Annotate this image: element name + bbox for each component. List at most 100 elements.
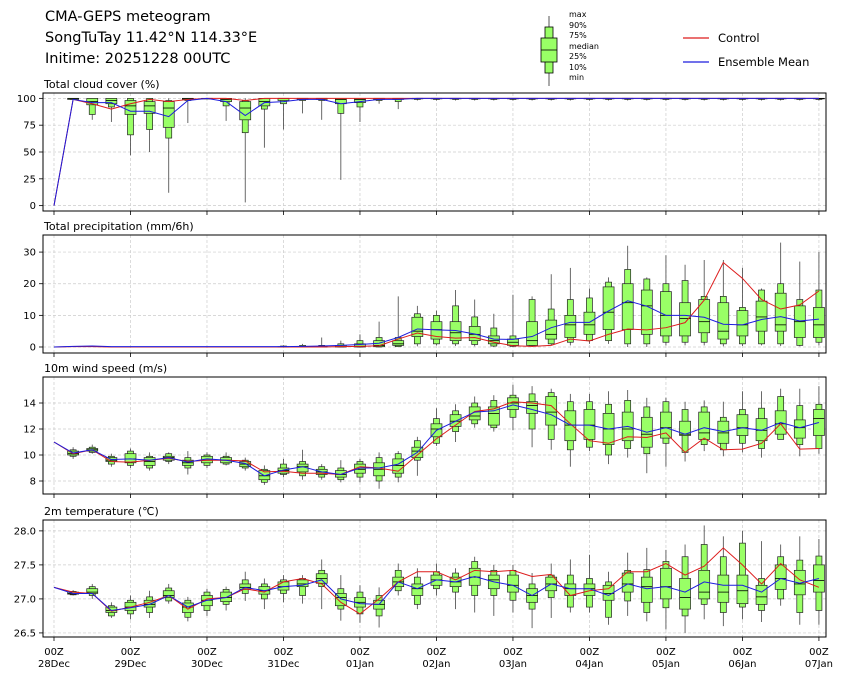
ensemble-box (755, 541, 768, 623)
ensemble-box (411, 305, 424, 347)
x-tick-label-time: 00Z (656, 647, 676, 658)
box-p10-p90 (127, 98, 134, 136)
y-tick-label: 50 (23, 148, 36, 159)
ensemble-box (717, 536, 730, 627)
box-p25-p75 (793, 419, 806, 439)
ensemble-box (736, 530, 749, 620)
panel-title: Total cloud cover (%) (43, 78, 160, 91)
box-p25-p75 (698, 569, 711, 600)
ensemble-box (813, 252, 825, 346)
ensemble-box (487, 564, 500, 616)
y-tick-label: 28.0 (14, 526, 36, 537)
box-p25-p75 (736, 414, 749, 436)
ensemble-box (640, 397, 653, 474)
ensemble-box (660, 255, 672, 346)
ensemble-box (220, 452, 232, 466)
y-tick-label: 75 (23, 121, 36, 132)
box-p25-p75 (468, 406, 481, 421)
box-p25-p75 (755, 300, 768, 332)
box-p25-p75 (143, 101, 156, 114)
x-tick-label-time: 00Z (733, 647, 753, 658)
x-tick-label-date: 01Jan (346, 659, 374, 670)
panel-frame (42, 376, 827, 495)
legend-min: min (569, 73, 585, 82)
ensemble-box (411, 436, 424, 476)
legend-p25: 25% (569, 52, 587, 61)
box-p25-p75 (258, 470, 271, 481)
ensemble-box (162, 583, 175, 604)
ensemble-box (564, 267, 577, 346)
box-p25-p75 (679, 420, 691, 436)
box-p25-p75 (698, 411, 711, 440)
box-p25-p75 (239, 583, 252, 590)
ensemble-box (334, 340, 347, 348)
ensemble-box (392, 97, 405, 110)
legend-p75: 75% (569, 31, 587, 40)
ensemble-box (430, 408, 443, 446)
ensemble-box (793, 261, 806, 347)
x-tick-label-time: 00Z (44, 647, 64, 658)
ensemble-box (793, 536, 806, 625)
ensemble-box (334, 575, 347, 621)
chart-title: CMA-GEPS meteogram (45, 9, 211, 25)
legend-control-label: Control (718, 31, 760, 45)
box-p25-p75 (640, 576, 653, 603)
box-p25-p75 (774, 564, 787, 590)
box-p25-p75 (717, 302, 730, 340)
box-p25-p75 (564, 410, 577, 442)
box-p25-p75 (354, 343, 366, 348)
ensemble-box (545, 274, 558, 346)
box-p25-p75 (526, 401, 538, 414)
box-p25-p75 (487, 406, 500, 426)
ensemble-box (258, 465, 271, 485)
x-tick-label-time: 00Z (809, 647, 829, 658)
ensemble-box (296, 449, 309, 480)
box-p25-p75 (736, 574, 749, 605)
box-p10-p90 (146, 98, 153, 130)
box-p25-p75 (239, 101, 252, 121)
box-p25-p75 (162, 590, 175, 598)
ensemble-box (239, 457, 252, 471)
ensemble-box (86, 98, 99, 120)
box-p25-p75 (583, 311, 596, 335)
x-tick-label-time: 00Z (580, 647, 600, 658)
ensemble-box (526, 573, 538, 629)
panel-frame (42, 92, 827, 212)
ensemble-box (468, 299, 481, 347)
x-tick-label-date: 06Jan (728, 659, 756, 670)
ensemble-box (698, 525, 711, 620)
x-tick-label-date: 28Dec (38, 659, 70, 670)
control-line (53, 547, 820, 615)
panel-2: Total precipitation (mm/6h) 0 10 20 30 (23, 220, 827, 357)
legend-max: max (569, 10, 587, 19)
box-p25-p75 (449, 414, 462, 427)
ensemble-box (602, 571, 615, 625)
ensemble-box (526, 296, 538, 347)
panel-title: Total precipitation (mm/6h) (43, 220, 194, 233)
ensemble-box (698, 400, 711, 452)
ensemble-box (487, 395, 500, 432)
ensemble-box (774, 242, 787, 347)
x-tick-label-date: 02Jan (422, 659, 450, 670)
panel-4: 2m temperature (℃)26.527.027.528.000Z28D… (14, 505, 833, 670)
ensemble-box (430, 310, 443, 346)
x-tick-label-time: 00Z (427, 647, 447, 658)
panel-frame (42, 234, 827, 354)
y-tick-label: 0 (30, 342, 36, 353)
ensemble-box (679, 544, 691, 633)
ensemble-box (736, 267, 749, 347)
y-tick-label: 8 (30, 477, 36, 488)
ensemble-box (660, 397, 672, 467)
box-p25-p75 (621, 283, 634, 330)
box-p25-p75 (411, 583, 424, 596)
ensemble-mean-line (53, 300, 819, 348)
box-p25-p75 (602, 584, 615, 601)
ensemble-box (315, 97, 328, 120)
x-tick-label-time: 00Z (503, 647, 523, 658)
x-tick-label-date: 03Jan (499, 659, 527, 670)
box-p25-p75 (602, 286, 615, 330)
ensemble-box (813, 386, 825, 454)
ensemble-box (679, 264, 691, 346)
box-p25-p75 (220, 591, 232, 602)
y-tick-label: 14 (23, 399, 36, 410)
